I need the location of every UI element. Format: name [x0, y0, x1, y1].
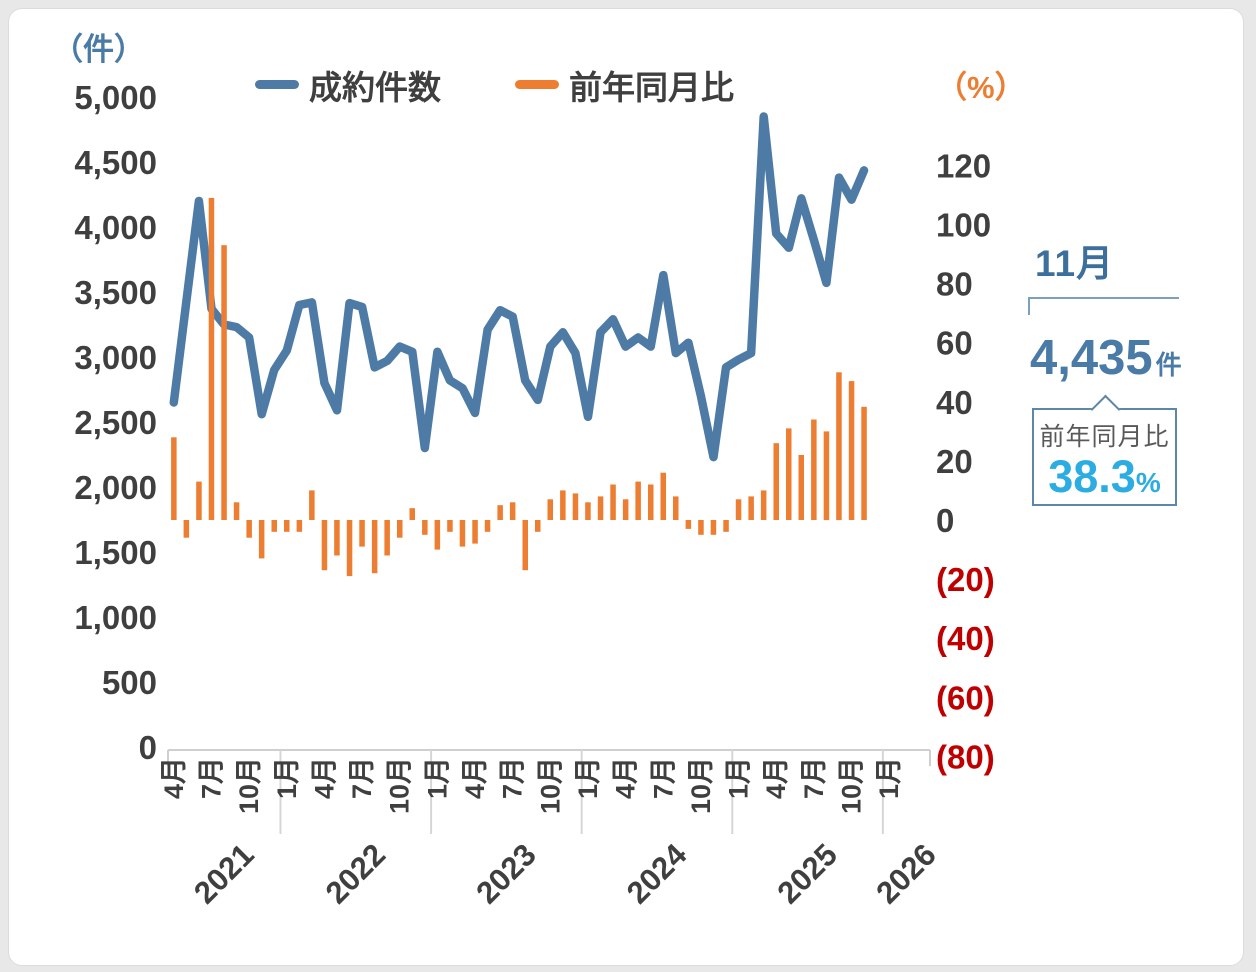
svg-text:1月: 1月	[724, 757, 754, 799]
yoy-callout-box: 前年同月比 38.3%	[1032, 408, 1177, 506]
svg-text:（%）: （%）	[936, 70, 1026, 105]
svg-text:0: 0	[139, 729, 157, 766]
svg-text:2,000: 2,000	[74, 469, 157, 506]
svg-text:3,000: 3,000	[74, 339, 157, 376]
svg-text:1月: 1月	[272, 757, 302, 799]
svg-text:4月: 4月	[460, 757, 490, 799]
yoy-callout-value: 38.3%	[1034, 454, 1175, 499]
y-axis-left-labels: 5,000 4,500 4,000 3,500 3,000 2,500 2,000 1,500…	[74, 79, 157, 766]
annotation-value-number: 4,435	[1030, 331, 1153, 385]
svg-text:4月: 4月	[761, 757, 791, 799]
svg-text:2024: 2024	[620, 836, 694, 910]
svg-text:1,500: 1,500	[74, 534, 157, 571]
yoy-callout-unit: %	[1135, 467, 1161, 498]
legend-bar-label: 前年同月比	[569, 69, 734, 106]
svg-text:7月: 7月	[498, 757, 528, 799]
svg-text:(80): (80)	[936, 738, 995, 775]
svg-text:（件）: （件）	[52, 32, 145, 67]
svg-text:7月: 7月	[799, 757, 829, 799]
svg-text:10月: 10月	[686, 757, 716, 814]
svg-text:100: 100	[936, 207, 991, 244]
x-year-labels: 2021 2022 2023 2024 2025 2026	[187, 836, 943, 910]
svg-text:10月: 10月	[837, 757, 867, 814]
svg-text:2022: 2022	[319, 837, 393, 911]
svg-text:20: 20	[936, 443, 973, 480]
svg-text:4月: 4月	[611, 757, 641, 799]
yoy-bars	[171, 197, 867, 577]
svg-text:(60): (60)	[936, 679, 995, 716]
svg-text:60: 60	[936, 325, 973, 362]
svg-text:7月: 7月	[347, 757, 377, 799]
svg-text:10月: 10月	[535, 757, 565, 814]
x-month-labels: 4月 7月 10月 1月 4月 7月 10月 1月 4月 7月 10月 1月 4月 7月 10月 1月 4月 7月…	[159, 757, 904, 814]
y-axis-right-labels: 120 100 80 60 40 20 0 (20) (40) (60) (80)	[936, 147, 995, 775]
svg-text:10月: 10月	[385, 757, 415, 814]
svg-text:10月: 10月	[234, 757, 264, 814]
legend-bar-swatch	[515, 80, 559, 89]
svg-text:4,000: 4,000	[74, 209, 157, 246]
legend-line-label: 成約件数	[309, 69, 441, 106]
svg-text:1月: 1月	[573, 757, 603, 799]
x-axis	[167, 749, 931, 834]
contracts-line	[169, 112, 869, 462]
svg-text:4月: 4月	[159, 757, 189, 799]
svg-text:5,000: 5,000	[74, 79, 157, 116]
svg-text:(20): (20)	[936, 561, 995, 598]
legend: 成約件数 前年同月比	[255, 69, 734, 106]
svg-text:(40): (40)	[936, 620, 995, 657]
svg-text:80: 80	[936, 266, 973, 303]
svg-text:2025: 2025	[770, 837, 844, 911]
annotation-month-label: 11月	[1035, 243, 1115, 284]
svg-text:1月: 1月	[874, 757, 904, 799]
svg-text:7月: 7月	[197, 757, 227, 799]
svg-text:7月: 7月	[648, 757, 678, 799]
svg-text:0: 0	[936, 502, 954, 539]
legend-line-swatch	[255, 80, 299, 89]
svg-text:4,500: 4,500	[74, 144, 157, 181]
svg-text:40: 40	[936, 384, 973, 421]
yoy-callout-label: 前年同月比	[1039, 423, 1170, 451]
svg-text:4月: 4月	[309, 757, 339, 799]
svg-text:3,500: 3,500	[74, 274, 157, 311]
svg-text:2,500: 2,500	[74, 404, 157, 441]
svg-text:500: 500	[102, 664, 157, 701]
svg-text:2026: 2026	[869, 837, 943, 911]
annotation-value-unit: 件	[1155, 350, 1182, 380]
yoy-callout-number: 38.3	[1048, 451, 1136, 502]
svg-text:1,000: 1,000	[74, 599, 157, 636]
svg-text:2023: 2023	[469, 837, 543, 911]
svg-text:120: 120	[936, 147, 991, 184]
annotation-bracket	[1028, 297, 1179, 315]
annotation-value: 4,435 件	[1030, 330, 1182, 386]
svg-text:2021: 2021	[187, 837, 261, 911]
svg-text:1月: 1月	[422, 757, 452, 799]
axis-units: （件） （%）	[52, 32, 1026, 105]
